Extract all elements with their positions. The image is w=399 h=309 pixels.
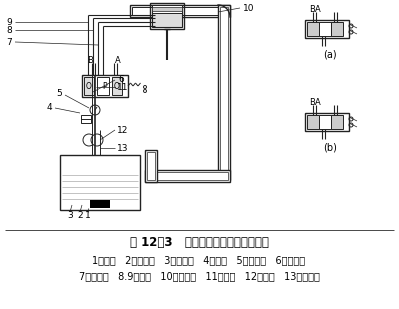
Text: 1－油箱   2－漏油器   3－吸油管   4－油管   5－溢流阀   6－节压阀: 1－油箱 2－漏油器 3－吸油管 4－油管 5－溢流阀 6－节压阀 — [93, 255, 306, 265]
Text: P: P — [103, 82, 107, 91]
Bar — [83, 157, 93, 167]
Bar — [81, 115, 91, 123]
Circle shape — [83, 134, 95, 146]
Text: O: O — [114, 82, 120, 91]
Text: 4: 4 — [46, 103, 52, 112]
Bar — [147, 152, 155, 180]
Text: 13: 13 — [117, 143, 128, 153]
Bar — [60, 155, 140, 210]
Text: 5: 5 — [56, 88, 62, 98]
Bar — [130, 5, 230, 17]
Bar — [305, 113, 349, 131]
Text: 11: 11 — [117, 83, 128, 91]
Bar — [331, 22, 343, 36]
Text: B: B — [309, 5, 315, 14]
Text: A: A — [115, 56, 121, 65]
Text: A: A — [315, 5, 321, 14]
Text: B: B — [309, 98, 315, 107]
Bar — [305, 20, 349, 38]
Text: O: O — [86, 82, 92, 91]
Bar — [307, 115, 319, 129]
Bar — [331, 115, 343, 129]
Bar — [82, 75, 128, 97]
Circle shape — [90, 105, 100, 115]
Text: 10: 10 — [243, 3, 255, 12]
Text: A: A — [315, 98, 321, 107]
Text: (a): (a) — [323, 49, 337, 59]
Text: 3: 3 — [67, 210, 73, 219]
Bar — [152, 5, 182, 27]
Bar — [319, 115, 331, 129]
Bar — [132, 7, 228, 15]
Text: 9: 9 — [6, 18, 12, 27]
Bar — [218, 5, 230, 180]
Text: 7－换向阀   8.9－管道   10－液压缸   11－油管   12－油泵   13－回油管: 7－换向阀 8.9－管道 10－液压缸 11－油管 12－油泵 13－回油管 — [79, 271, 320, 281]
Text: B: B — [87, 56, 93, 65]
Bar — [84, 77, 94, 95]
Bar — [307, 22, 319, 36]
Text: 图 12－3   打包机液压系统简易原理图: 图 12－3 打包机液压系统简易原理图 — [130, 236, 269, 249]
Bar — [220, 7, 228, 178]
Text: 7: 7 — [6, 37, 12, 46]
Bar — [152, 7, 182, 11]
Bar — [90, 200, 110, 208]
Text: 12: 12 — [117, 125, 128, 134]
Bar — [152, 5, 182, 13]
Circle shape — [91, 134, 103, 146]
Text: 6: 6 — [118, 74, 124, 83]
Text: 8: 8 — [6, 26, 12, 35]
Bar — [147, 172, 228, 180]
Bar — [150, 3, 184, 29]
Text: (b): (b) — [323, 142, 337, 152]
Bar — [319, 22, 331, 36]
Bar — [112, 77, 122, 95]
Bar — [97, 77, 109, 95]
Text: 1: 1 — [85, 210, 91, 219]
Bar — [145, 170, 230, 182]
Bar — [145, 150, 157, 182]
Polygon shape — [93, 110, 97, 113]
Text: 2: 2 — [77, 210, 83, 219]
